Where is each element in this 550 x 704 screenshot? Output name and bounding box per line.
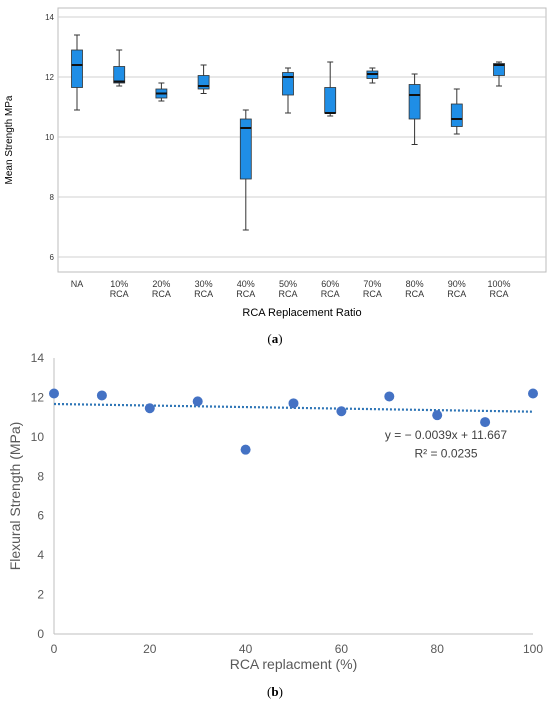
x-tick-label: 40% xyxy=(237,279,255,289)
r-squared-label: R² = 0.0235 xyxy=(414,447,477,461)
data-point xyxy=(528,388,538,399)
x-tick-label: RCA xyxy=(447,289,466,299)
x-tick-label: 70% xyxy=(363,279,381,289)
x-tick-label: 60% xyxy=(321,279,339,289)
data-point xyxy=(384,391,395,402)
panel-label-a-text: (a) xyxy=(267,331,283,346)
box xyxy=(197,75,210,90)
x-tick-label: NA xyxy=(71,279,84,289)
data-point xyxy=(144,403,155,414)
x-tick-label: 80% xyxy=(406,279,424,289)
box xyxy=(324,87,337,114)
x-tick-label: RCA xyxy=(321,289,340,299)
y-tick-label: 6 xyxy=(37,509,44,523)
x-axis-label: RCA replacment (%) xyxy=(230,656,358,672)
y-axis-label: Mean Strength MPa xyxy=(4,95,15,184)
plot-frame xyxy=(57,7,547,273)
data-point xyxy=(96,390,107,401)
box xyxy=(71,49,83,88)
y-tick-label: 12 xyxy=(31,390,45,404)
x-tick-label: 100% xyxy=(487,279,510,289)
x-tick-label: RCA xyxy=(194,289,213,299)
x-tick-label: 30% xyxy=(195,279,213,289)
x-axis-label: RCA Replacement Ratio xyxy=(242,307,361,319)
x-tick-label: RCA xyxy=(363,289,382,299)
x-tick-label: RCA xyxy=(236,289,255,299)
x-tick-label: 20 xyxy=(143,642,157,656)
x-tick-label: 40 xyxy=(239,642,253,656)
box xyxy=(282,72,294,96)
panel-label-a: (a) xyxy=(0,331,550,347)
y-tick-label: 8 xyxy=(37,469,44,483)
data-point xyxy=(336,406,347,417)
x-tick-label: 80 xyxy=(431,642,445,656)
box xyxy=(493,63,505,76)
data-point xyxy=(192,396,203,407)
y-tick-label: 4 xyxy=(37,548,44,562)
x-tick-label: RCA xyxy=(405,289,424,299)
y-tick-label: 10 xyxy=(45,133,54,142)
x-tick-label: 90% xyxy=(448,279,466,289)
box xyxy=(408,84,421,120)
y-tick-label: 8 xyxy=(50,193,55,202)
scatter-chart: 0 2 4 6 8 10 12 14 0 20 40 60 80 100 y = − 0.0039x + 1… xyxy=(7,351,543,672)
y-tick-label: 14 xyxy=(45,13,54,22)
x-tick-label: RCA xyxy=(278,289,297,299)
x-tick-label: 10% xyxy=(110,279,128,289)
x-tick-label: 100 xyxy=(523,642,543,656)
x-tick-label: RCA xyxy=(152,289,171,299)
data-point xyxy=(49,388,59,399)
y-tick-label: 0 xyxy=(37,627,44,641)
y-tick-label: 2 xyxy=(37,588,44,602)
y-tick-label: 10 xyxy=(31,430,45,444)
panel-label-b-text: (b) xyxy=(267,684,283,699)
x-tick-label: 0 xyxy=(51,642,58,656)
box xyxy=(239,118,252,180)
x-tick-label: 50% xyxy=(279,279,297,289)
data-point xyxy=(240,444,251,455)
x-tick-label: RCA xyxy=(110,289,129,299)
box xyxy=(450,103,463,127)
x-tick-label: 60 xyxy=(335,642,349,656)
x-tick-label: 20% xyxy=(152,279,170,289)
data-point xyxy=(480,417,491,428)
y-axis-label: Flexural Strength (MPa) xyxy=(7,422,23,571)
y-tick-label: 6 xyxy=(50,253,55,262)
box xyxy=(113,66,126,84)
data-point xyxy=(288,398,299,409)
data-point xyxy=(432,410,443,421)
trendline-equation: y = − 0.0039x + 11.667 xyxy=(385,428,508,442)
panel-label-b: (b) xyxy=(0,684,550,700)
y-tick-label: 14 xyxy=(31,351,45,365)
y-tick-label: 12 xyxy=(45,73,54,82)
x-tick-label: RCA xyxy=(489,289,508,299)
